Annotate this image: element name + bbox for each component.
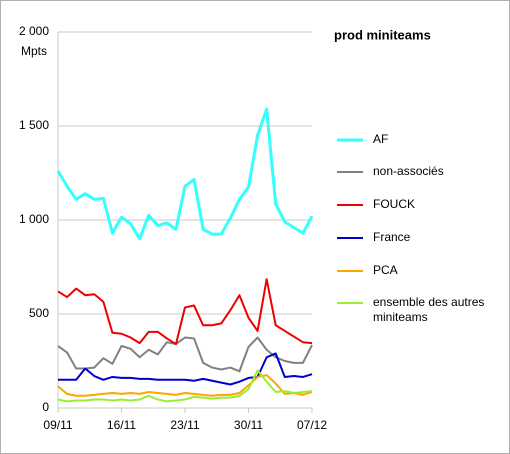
legend-label: non-associés [373,164,444,178]
x-tick-label: 16/11 [107,418,136,432]
y-tick-label: 1 500 [19,118,49,132]
data-line [58,352,313,386]
data-line [57,374,313,397]
legend-label: France [373,230,411,244]
legend-label: ensemble des autres miniteams [373,295,485,324]
x-tick-label: 07/12 [297,418,327,432]
x-tick-label: 09/11 [43,418,72,432]
x-tick-label: 30/11 [234,418,263,432]
legend-label: PCA [373,263,398,277]
legend-label: FOUCK [373,197,415,211]
data-line [57,278,313,346]
chart-title: prod miniteams [334,27,431,42]
y-tick-label: 500 [29,306,49,320]
y-tick-label: 2 000 [19,24,49,38]
data-line [57,369,313,403]
y-tick-label: 0 [42,400,49,414]
x-tick-label: 23/11 [170,418,199,432]
y-axis-label: Mpts [21,44,47,58]
data-line [56,107,314,241]
data-line [57,336,313,373]
legend-label: AF [373,132,389,146]
y-tick-label: 1 000 [19,212,49,226]
